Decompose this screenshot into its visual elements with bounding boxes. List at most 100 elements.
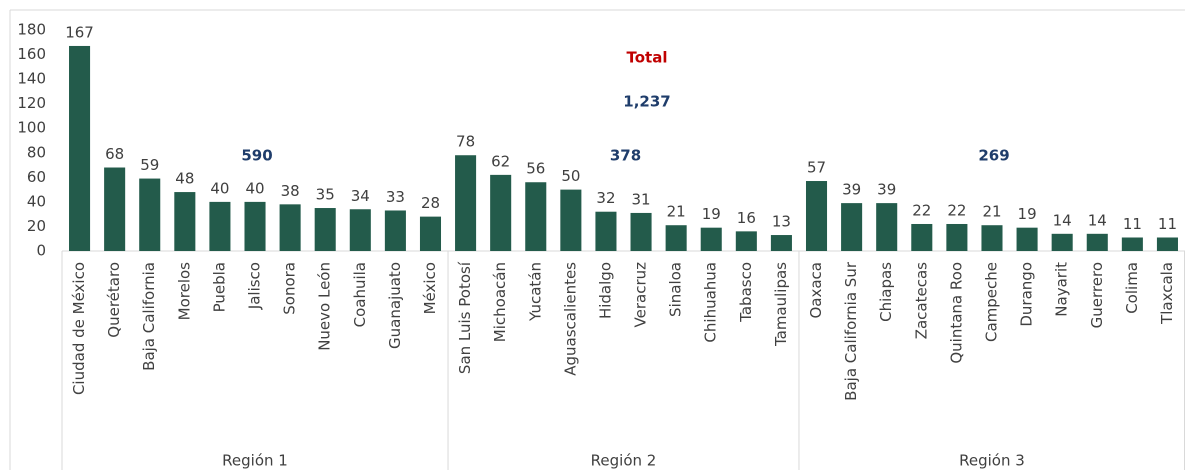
bar (1121, 237, 1143, 251)
x-tick-label: México (421, 262, 439, 314)
y-tick-label: 0 (36, 242, 46, 260)
y-tick-label: 80 (27, 143, 46, 161)
bar (1016, 227, 1038, 251)
value-label: 40 (245, 179, 264, 197)
value-label: 62 (491, 152, 510, 170)
x-tick-label: Hidalgo (596, 262, 614, 319)
value-label: 28 (421, 194, 440, 212)
bar (1086, 233, 1108, 251)
value-label: 48 (175, 170, 194, 188)
value-label: 16 (737, 209, 756, 227)
value-label: 39 (877, 181, 896, 199)
group-total: 378 (610, 147, 641, 165)
y-tick-label: 40 (27, 192, 46, 210)
bar (349, 209, 371, 251)
x-tick-label: Guanajuato (386, 262, 404, 349)
value-label: 78 (456, 133, 475, 151)
value-label: 59 (140, 156, 159, 174)
value-label: 38 (281, 182, 300, 200)
bar (1156, 237, 1178, 251)
x-tick-label: Durango (1018, 262, 1036, 327)
x-tick-label: Michoacán (491, 262, 509, 342)
value-label: 22 (912, 201, 931, 219)
value-label: 22 (947, 201, 966, 219)
value-label: 34 (351, 187, 370, 205)
value-label: 35 (316, 186, 335, 204)
x-tick-label: Quintana Roo (947, 262, 965, 364)
value-label: 31 (632, 190, 651, 208)
group-label: Región 1 (222, 452, 288, 470)
bar (384, 210, 406, 251)
bar (630, 212, 652, 251)
y-tick-label: 20 (27, 217, 46, 235)
value-label: 40 (210, 179, 229, 197)
x-tick-label: Coahuila (351, 262, 369, 327)
x-tick-label: Zacatecas (912, 262, 930, 339)
value-label: 11 (1158, 215, 1177, 233)
value-label: 56 (526, 160, 545, 178)
y-tick-label: 180 (17, 21, 46, 39)
grand-total: 1,237 (623, 93, 670, 111)
bar (700, 227, 722, 251)
bar (946, 223, 968, 251)
bar (525, 182, 547, 251)
x-tick-label: Colima (1123, 262, 1141, 314)
value-label: 57 (807, 159, 826, 177)
group-label: Región 2 (591, 452, 657, 470)
value-label: 19 (1018, 205, 1037, 223)
x-tick-label: Sinaloa (667, 262, 685, 317)
bar (174, 192, 196, 251)
y-tick-label: 160 (17, 45, 46, 63)
bar (805, 181, 828, 251)
value-label: 14 (1053, 211, 1072, 229)
x-tick-label: Baja California Sur (842, 261, 860, 401)
x-tick-label: Guerrero (1088, 262, 1106, 328)
value-label: 68 (105, 145, 124, 163)
bar (419, 216, 442, 251)
bar (279, 204, 301, 251)
value-label: 14 (1088, 211, 1107, 229)
annotation: Total (627, 49, 668, 67)
group-total: 269 (978, 147, 1009, 165)
bar (770, 235, 792, 251)
bar (1051, 233, 1073, 251)
group-total: 590 (241, 147, 272, 165)
x-tick-label: Chiapas (877, 262, 895, 322)
x-tick-label: Tabasco (737, 262, 755, 323)
x-tick-label: Puebla (210, 262, 228, 312)
group-label: Región 3 (959, 452, 1025, 470)
x-tick-label: San Luis Potosí (456, 261, 474, 374)
x-tick-label: Aguascalientes (561, 262, 579, 376)
x-tick-label: Ciudad de México (70, 262, 88, 395)
value-label: 19 (702, 205, 721, 223)
x-tick-label: Veracruz (632, 262, 650, 328)
bar (911, 223, 933, 251)
bar (455, 155, 477, 251)
value-label: 32 (596, 189, 615, 207)
value-label: 50 (561, 167, 580, 185)
y-tick-label: 140 (17, 70, 46, 88)
y-tick-label: 100 (17, 119, 46, 137)
bar (490, 174, 512, 251)
bar (981, 225, 1003, 251)
bar (139, 178, 161, 251)
x-tick-label: Tamaulipas (772, 262, 790, 347)
value-label: 11 (1123, 215, 1142, 233)
x-tick-label: Nayarit (1053, 262, 1071, 317)
bar (560, 189, 582, 251)
x-tick-label: Querétaro (105, 262, 123, 338)
x-tick-label: Yucatán (526, 262, 544, 322)
y-tick-label: 60 (27, 168, 46, 186)
x-tick-label: Jalisco (246, 262, 264, 310)
value-label: 39 (842, 181, 861, 199)
value-label: 21 (982, 203, 1001, 221)
value-label: 21 (667, 203, 686, 221)
bar (841, 203, 863, 251)
x-tick-label: Campeche (982, 262, 1000, 342)
bar (665, 225, 687, 251)
bar (104, 167, 126, 251)
value-label: 13 (772, 213, 791, 231)
bar (69, 45, 91, 251)
bar (209, 201, 231, 251)
x-tick-label: Chihuahua (702, 262, 720, 343)
